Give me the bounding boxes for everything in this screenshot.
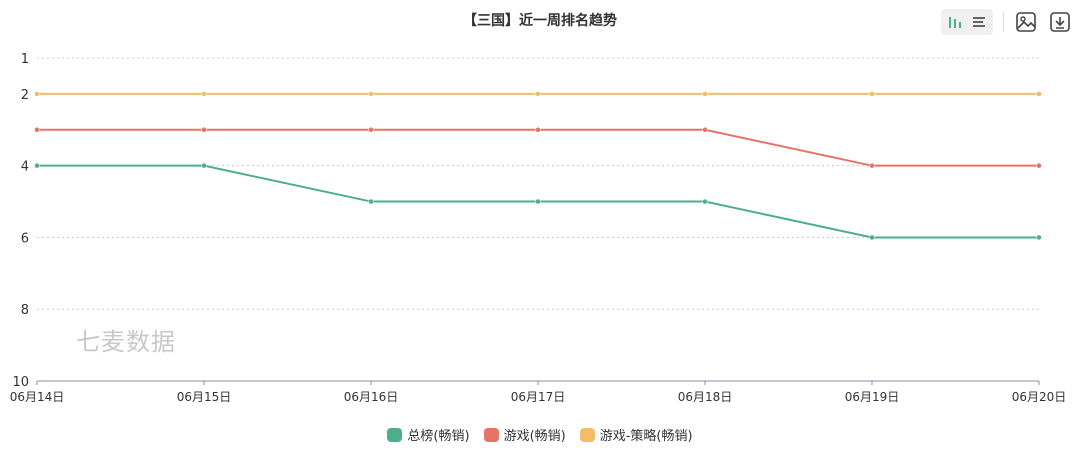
data-point <box>201 91 207 97</box>
image-icon[interactable] <box>1014 10 1038 34</box>
watermark: 七麦数据 <box>76 328 176 356</box>
chart-title: 【三国】近一周排名趋势 <box>463 13 617 29</box>
legend-swatch <box>483 427 499 442</box>
data-point <box>368 198 374 205</box>
data-point <box>368 127 374 133</box>
x-tick-label: 06月15日 <box>177 390 232 404</box>
toolbar-divider <box>1003 12 1004 32</box>
legend-swatch <box>579 427 595 442</box>
data-point <box>535 198 541 205</box>
x-tick-label: 06月19日 <box>845 390 900 404</box>
data-point <box>702 198 708 205</box>
data-point <box>702 91 708 97</box>
y-tick-label: 8 <box>21 303 29 318</box>
x-tick-label: 06月20日 <box>1012 390 1067 404</box>
legend-label: 游戏-策略(畅销) <box>599 429 693 444</box>
data-point <box>34 127 40 133</box>
bar-chart-icon[interactable] <box>943 10 967 34</box>
x-tick-label: 06月14日 <box>10 390 65 404</box>
data-point <box>1036 91 1042 97</box>
y-tick-label: 1 <box>21 52 29 67</box>
data-point <box>34 91 40 97</box>
data-point <box>201 127 207 133</box>
legend-swatch <box>387 427 403 442</box>
legend-label: 游戏(畅销) <box>503 429 566 444</box>
data-point <box>869 91 875 97</box>
x-tick-label: 06月17日 <box>511 390 566 404</box>
chart-toolbar <box>941 9 1072 35</box>
data-point <box>535 91 541 97</box>
download-icon[interactable] <box>1048 10 1072 34</box>
legend-item[interactable]: 游戏-策略(畅销) <box>579 425 693 444</box>
legend-label: 总榜(畅销) <box>407 429 470 444</box>
series-line <box>37 128 1039 167</box>
legend-item[interactable]: 总榜(畅销) <box>387 425 470 444</box>
data-point <box>1036 162 1042 169</box>
data-point <box>368 91 374 97</box>
list-icon[interactable] <box>967 10 991 34</box>
data-point <box>702 127 708 133</box>
view-toggle <box>941 9 993 35</box>
y-tick-label: 2 <box>21 88 29 103</box>
chart-legend: 总榜(畅销) 游戏(畅销) 游戏-策略(畅销) <box>0 425 1080 444</box>
data-point <box>869 162 875 169</box>
x-tick-label: 06月18日 <box>678 390 733 404</box>
y-tick-label: 10 <box>12 375 29 390</box>
data-point <box>201 162 207 169</box>
data-point <box>1036 234 1042 241</box>
legend-item[interactable]: 游戏(畅销) <box>483 425 566 444</box>
y-tick-label: 6 <box>21 231 29 246</box>
y-tick-label: 4 <box>21 160 29 175</box>
x-tick-label: 06月16日 <box>344 390 399 404</box>
data-point <box>34 162 40 169</box>
data-point <box>535 127 541 133</box>
data-point <box>869 234 875 241</box>
